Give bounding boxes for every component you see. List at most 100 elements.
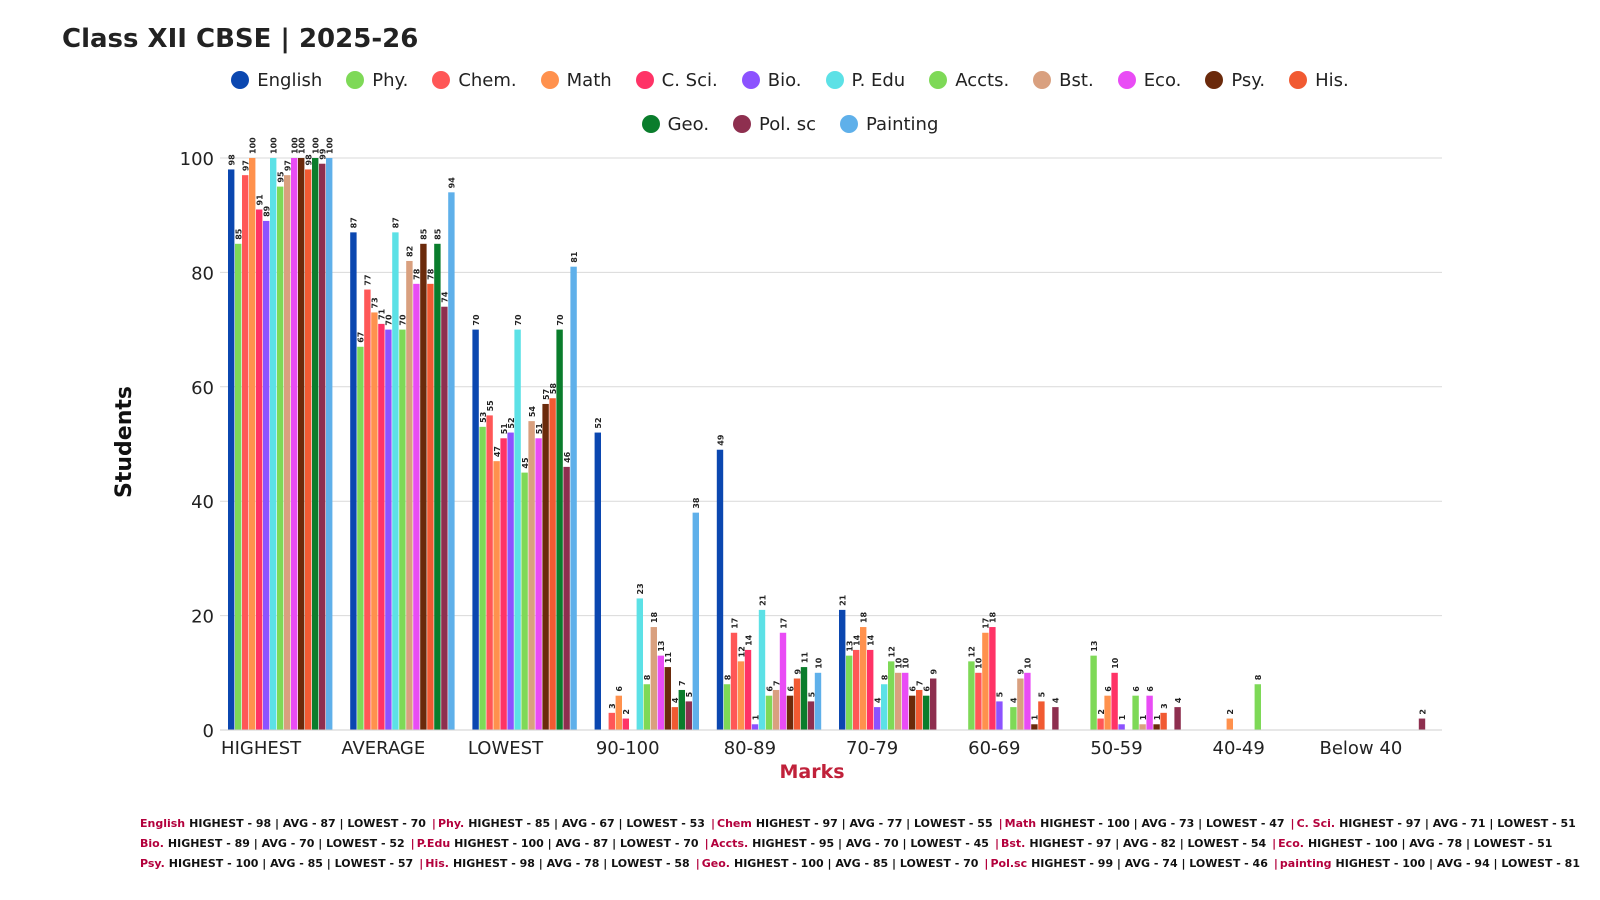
- data-label: 4: [1052, 697, 1061, 703]
- bar-his-50-59: [1160, 712, 1167, 730]
- bar-math-highest: [249, 158, 256, 730]
- bar-bst-highest: [284, 175, 291, 730]
- bar-geo-90-100: [678, 689, 685, 730]
- bar-psy-70-79: [909, 695, 916, 730]
- bar-geo-highest: [312, 158, 319, 730]
- data-label: 54: [528, 406, 537, 418]
- bar-pol-sc-highest: [319, 163, 326, 731]
- summary-item: | Phy. HIGHEST - 85 | AVG - 67 | LOWEST - …: [432, 814, 705, 834]
- summary-item: | Eco. HIGHEST - 100 | AVG - 78 | LOWEST -…: [1272, 834, 1552, 854]
- bar-c-sci-50-59: [1111, 672, 1118, 730]
- data-label: 12: [968, 646, 977, 657]
- bar-c-sci-90-100: [622, 718, 629, 730]
- bar-english-average: [350, 232, 357, 731]
- summary-subject: Phy.: [437, 817, 465, 830]
- legend-item-bio: Bio.: [741, 66, 802, 94]
- data-label: 5: [1038, 691, 1047, 697]
- data-label: 6: [765, 686, 774, 692]
- data-label: 67: [357, 332, 366, 343]
- summary-stats: HIGHEST - 100 | AVG - 85 | LOWEST - 57: [168, 857, 414, 870]
- bar-his-lowest: [549, 398, 556, 730]
- bar-english-lowest: [472, 329, 479, 730]
- bar-chem-lowest: [486, 415, 493, 730]
- data-label: 3: [608, 703, 617, 709]
- summary-item: | Bst. HIGHEST - 97 | AVG - 82 | LOWEST - …: [995, 834, 1266, 854]
- bar-bst-lowest: [528, 421, 535, 730]
- data-label: 1: [751, 714, 760, 720]
- data-label: 70: [472, 314, 481, 326]
- data-label: 17: [779, 618, 788, 629]
- data-label: 18: [989, 611, 998, 623]
- bar-eco-lowest: [535, 438, 542, 730]
- bar-chem-80-89: [730, 632, 738, 730]
- summary-separator: |: [704, 837, 709, 850]
- bar-psy-80-89: [786, 695, 794, 730]
- summary-item: | Accts. HIGHEST - 95 | AVG - 70 | LOWEST …: [705, 834, 989, 854]
- summary-item: | P.Edu HIGHEST - 100 | AVG - 87 | LOWEST …: [411, 834, 699, 854]
- legend-swatch: [432, 71, 451, 89]
- data-label: 12: [888, 646, 897, 657]
- bar-english-90-100: [594, 432, 601, 730]
- bar-bio-average: [385, 329, 392, 730]
- summary-separator: |: [710, 817, 715, 830]
- data-label: 10: [1024, 657, 1033, 669]
- legend-swatch: [733, 115, 752, 133]
- data-label: 11: [800, 652, 809, 664]
- summary-row: Bio. HIGHEST - 89 | AVG - 70 | LOWEST - 5…: [140, 834, 1580, 854]
- x-tick-label: LOWEST: [468, 738, 544, 759]
- bar-math-40-49: [1226, 718, 1233, 730]
- summary-item: Psy. HIGHEST - 100 | AVG - 85 | LOWEST - …: [140, 854, 413, 874]
- bar-pol-sc-90-100: [685, 701, 692, 730]
- bar-math-lowest: [493, 461, 500, 730]
- bar-psy-60-69: [1031, 724, 1038, 730]
- data-label: 91: [256, 194, 265, 206]
- data-label: 97: [284, 160, 293, 171]
- bar-painting-highest: [326, 158, 333, 730]
- x-tick-label: 50-59: [1090, 738, 1142, 759]
- data-label: 2: [1097, 709, 1106, 715]
- bar-psy-highest: [298, 158, 305, 730]
- x-tick-label: HIGHEST: [221, 738, 302, 759]
- data-label: 9: [793, 669, 802, 675]
- legend-item-c-sci: C. Sci.: [635, 66, 718, 94]
- bar-c-sci-70-79: [867, 649, 874, 730]
- data-label: 97: [242, 160, 251, 171]
- legend-label: Geo.: [667, 113, 710, 135]
- data-label: 5: [996, 691, 1005, 697]
- data-label: 21: [839, 594, 848, 606]
- bar-pol-sc-50-59: [1174, 707, 1181, 730]
- data-label: 45: [521, 457, 530, 469]
- bar-english-70-79: [839, 609, 846, 730]
- bar-english-80-89: [716, 449, 724, 730]
- x-tick-label: 70-79: [846, 738, 898, 759]
- bar-pol-sc-lowest: [563, 466, 570, 730]
- bar-accts-80-89: [765, 695, 773, 730]
- data-label: 51: [535, 423, 544, 435]
- bar-geo-80-89: [800, 667, 808, 730]
- data-label: 7: [678, 680, 687, 686]
- summary-stats: HIGHEST - 100 | AVG - 73 | LOWEST - 47: [1040, 817, 1285, 830]
- data-label: 14: [853, 634, 862, 646]
- bar-his-average: [427, 283, 434, 730]
- summary-subject: Bio.: [140, 837, 164, 850]
- data-label: 100: [326, 137, 335, 154]
- summary-separator: |: [998, 817, 1003, 830]
- summary-subject: Math: [1004, 817, 1037, 830]
- legend-item-english: English: [231, 66, 322, 94]
- data-label: 70: [556, 314, 565, 326]
- legend-swatch: [346, 71, 365, 89]
- summary-separator: |: [695, 857, 700, 870]
- data-label: 10: [1111, 657, 1120, 669]
- legend-item-math: Math: [540, 66, 612, 94]
- data-label: 85: [420, 228, 429, 240]
- data-label: 98: [228, 154, 237, 166]
- data-label: 1: [1139, 714, 1148, 720]
- summary-stats: HIGHEST - 100 | AVG - 87 | LOWEST - 70: [454, 837, 699, 850]
- summary-subject: Accts.: [710, 837, 749, 850]
- bar-c-sci-lowest: [500, 438, 507, 730]
- data-label: 73: [371, 297, 380, 308]
- data-label: 6: [923, 686, 932, 692]
- x-tick-label: AVERAGE: [341, 738, 425, 759]
- summary-subject: Chem: [717, 817, 752, 830]
- summary-item: | His. HIGHEST - 98 | AVG - 78 | LOWEST - …: [419, 854, 690, 874]
